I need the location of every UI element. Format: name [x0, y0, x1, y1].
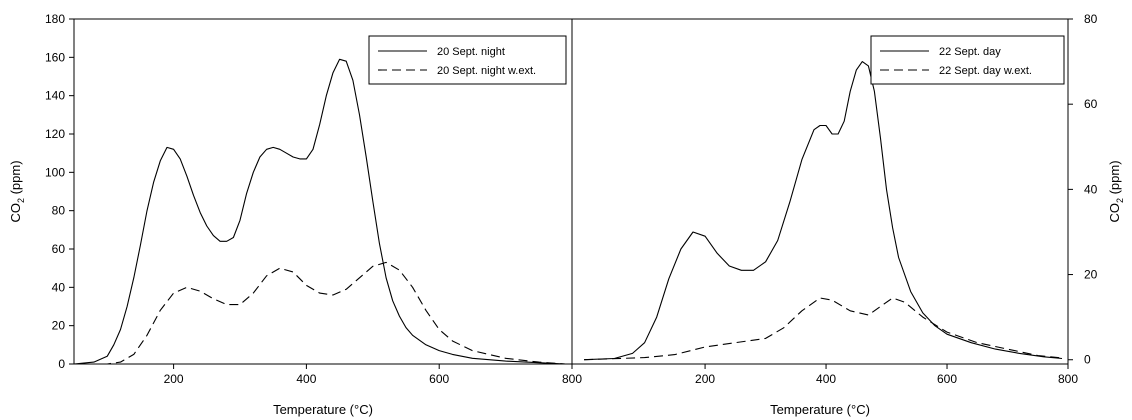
legend-label: 20 Sept. night — [437, 46, 505, 58]
chart-panel-1: 200 400 600 800 0 20 40 60 80 100 120 140 160 180 Temp… — [8, 12, 582, 417]
x-axis-title: Temperature (°C) — [273, 402, 373, 417]
y-tick-label: 100 — [45, 165, 65, 179]
x-tick-label: 400 — [296, 372, 316, 386]
y-tick-label: 0 — [1084, 353, 1091, 367]
series-line-dashed — [584, 297, 1063, 361]
y-tick-label: 60 — [52, 242, 66, 256]
y-axis-title-main: CO — [1107, 203, 1122, 223]
y-tick-label: 0 — [58, 357, 65, 371]
y-tick-label: 140 — [45, 89, 65, 103]
y-tick-label: 40 — [52, 280, 66, 294]
y-axis-title-rest: (ppm) — [8, 160, 23, 198]
legend-label: 20 Sept. night w.ext. — [437, 65, 536, 77]
legend: 20 Sept. night 20 Sept. night w.ext. — [368, 35, 567, 85]
x-tick-label: 400 — [816, 372, 836, 386]
y-tick-label: 20 — [52, 319, 66, 333]
y-tick-label: 40 — [1084, 182, 1098, 196]
plot-frame — [571, 18, 1069, 365]
y-tick-label: 160 — [45, 50, 65, 64]
x-tick-label: 800 — [1058, 372, 1078, 386]
y-axis-title-main: CO — [8, 203, 23, 223]
y-tick-label: 180 — [45, 12, 65, 26]
x-tick-label: 600 — [429, 372, 449, 386]
x-tick-label: 200 — [164, 372, 184, 386]
y-axis-title-rest: (ppm) — [1107, 160, 1122, 198]
y-tick-label: 80 — [52, 204, 66, 218]
x-tick-label: 800 — [562, 372, 582, 386]
legend-label: 22 Sept. day w.ext. — [939, 65, 1032, 77]
x-tick-label: 200 — [695, 372, 715, 386]
x-tick-label: 600 — [937, 372, 957, 386]
y-axis-title-sub: 2 — [16, 198, 26, 203]
y-axis-title-sub: 2 — [1115, 198, 1125, 203]
legend: 22 Sept. day 22 Sept. day w.ext. — [870, 35, 1065, 85]
y-tick-label: 120 — [45, 127, 65, 141]
y-axis-title: CO2 (ppm) — [1107, 160, 1125, 222]
x-axis-title: Temperature (°C) — [770, 402, 870, 417]
series-line-dashed — [74, 261, 566, 365]
y-tick-label: 80 — [1084, 12, 1098, 26]
series-line-solid — [73, 58, 566, 365]
y-axis-title: CO2 (ppm) — [8, 160, 26, 222]
legend-box — [870, 35, 1065, 85]
legend-label: 22 Sept. day — [939, 46, 1001, 58]
series-line-solid — [584, 61, 1063, 361]
legend-box — [368, 35, 567, 85]
y-tick-label: 60 — [1084, 97, 1098, 111]
y-tick-label: 20 — [1084, 268, 1098, 282]
